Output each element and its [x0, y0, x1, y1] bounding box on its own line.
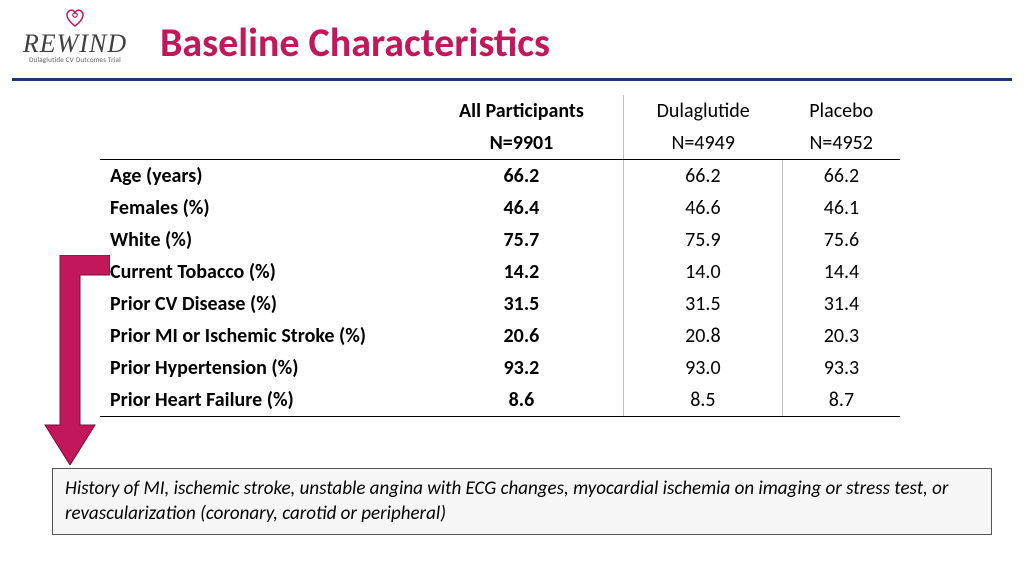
row-drug: 31.5	[623, 288, 782, 320]
baseline-table: All Participants Dulaglutide Placebo N=9…	[100, 95, 900, 417]
table-row: Age (years)66.266.266.2	[100, 160, 900, 193]
footnote-box: History of MI, ischemic stroke, unstable…	[52, 468, 992, 535]
callout-arrow-icon	[40, 255, 110, 465]
page-title: Baseline Characteristics	[160, 18, 550, 67]
row-all: 46.4	[420, 192, 623, 224]
row-drug: 46.6	[623, 192, 782, 224]
row-placebo: 8.7	[782, 384, 900, 417]
row-label: Prior MI or Ischemic Stroke (%)	[100, 320, 420, 352]
row-drug: 20.8	[623, 320, 782, 352]
row-label: Age (years)	[100, 160, 420, 193]
table-row: Current Tobacco (%)14.214.014.4	[100, 256, 900, 288]
row-all: 20.6	[420, 320, 623, 352]
row-all: 14.2	[420, 256, 623, 288]
row-all: 66.2	[420, 160, 623, 193]
col-header-blank	[100, 95, 420, 127]
row-placebo: 75.6	[782, 224, 900, 256]
table-row: Prior Heart Failure (%)8.68.58.7	[100, 384, 900, 417]
col-sub-all-n: N=9901	[420, 127, 623, 160]
col-header-placebo: Placebo	[782, 95, 900, 127]
table-row: Prior CV Disease (%)31.531.531.4	[100, 288, 900, 320]
row-placebo: 93.3	[782, 352, 900, 384]
row-placebo: 14.4	[782, 256, 900, 288]
title-rule	[12, 78, 1012, 81]
row-placebo: 20.3	[782, 320, 900, 352]
row-label: Prior Heart Failure (%)	[100, 384, 420, 417]
row-all: 8.6	[420, 384, 623, 417]
row-drug: 8.5	[623, 384, 782, 417]
row-label: Females (%)	[100, 192, 420, 224]
row-label: Current Tobacco (%)	[100, 256, 420, 288]
row-drug: 14.0	[623, 256, 782, 288]
col-sub-drug-n: N=4949	[623, 127, 782, 160]
row-label: Prior CV Disease (%)	[100, 288, 420, 320]
table-row: White (%)75.775.975.6	[100, 224, 900, 256]
col-sub-blank	[100, 127, 420, 160]
col-header-all: All Participants	[420, 95, 623, 127]
row-drug: 93.0	[623, 352, 782, 384]
row-placebo: 31.4	[782, 288, 900, 320]
row-drug: 75.9	[623, 224, 782, 256]
row-placebo: 46.1	[782, 192, 900, 224]
row-all: 93.2	[420, 352, 623, 384]
table-row: Prior MI or Ischemic Stroke (%)20.620.82…	[100, 320, 900, 352]
row-label: Prior Hypertension (%)	[100, 352, 420, 384]
row-drug: 66.2	[623, 160, 782, 193]
row-all: 31.5	[420, 288, 623, 320]
row-placebo: 66.2	[782, 160, 900, 193]
row-all: 75.7	[420, 224, 623, 256]
table-row: Females (%)46.446.646.1	[100, 192, 900, 224]
logo-word: REWIND	[10, 32, 140, 55]
logo-subtitle: Dulaglutide CV Outcomes Trial	[10, 55, 140, 64]
row-label: White (%)	[100, 224, 420, 256]
logo: REWIND Dulaglutide CV Outcomes Trial	[10, 8, 140, 64]
col-header-drug: Dulaglutide	[623, 95, 782, 127]
table-row: Prior Hypertension (%)93.293.093.3	[100, 352, 900, 384]
col-sub-placebo-n: N=4952	[782, 127, 900, 160]
